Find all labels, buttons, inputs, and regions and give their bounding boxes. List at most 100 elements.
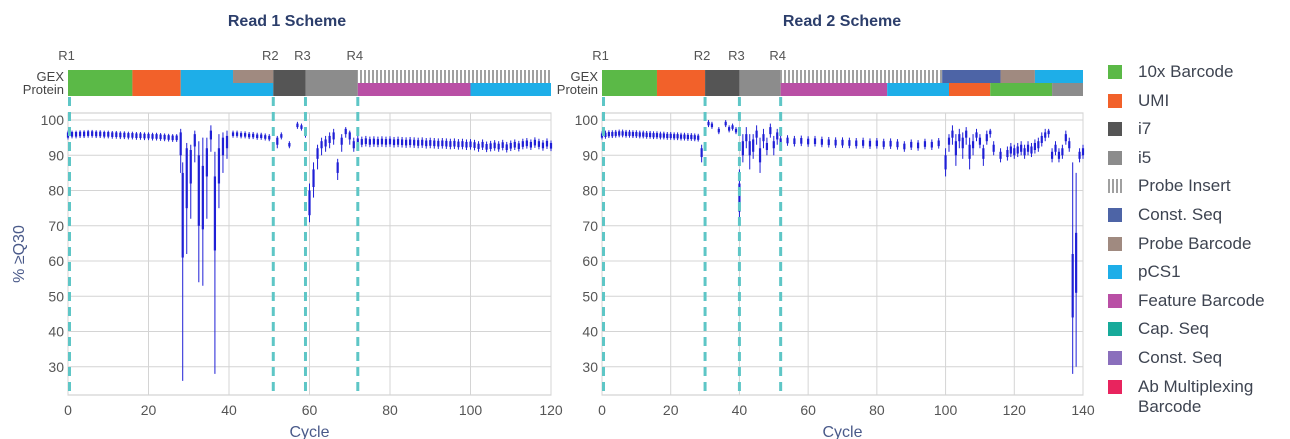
box-body: [239, 133, 243, 137]
box-mark: [441, 138, 444, 149]
track-segment: [132, 83, 181, 96]
box-body: [461, 141, 464, 147]
box-body: [441, 140, 444, 147]
box-body: [862, 140, 865, 146]
box-body: [1009, 146, 1012, 154]
box-mark: [1047, 128, 1050, 138]
box-mark: [380, 136, 384, 147]
box-body: [328, 135, 331, 143]
box-body: [209, 130, 212, 140]
box-mark: [710, 121, 714, 129]
box-mark: [74, 130, 78, 139]
box-body: [1013, 148, 1016, 156]
box-mark: [364, 135, 367, 147]
box-body: [163, 134, 166, 140]
box-body: [868, 140, 872, 147]
box-body: [669, 133, 672, 139]
y-tick-label: 70: [48, 218, 64, 234]
box-mark: [197, 141, 200, 283]
box-mark: [1006, 146, 1009, 161]
box-mark: [741, 134, 744, 163]
box-body: [659, 133, 662, 138]
box-body: [143, 133, 146, 139]
box-body: [485, 144, 488, 150]
box-body: [951, 130, 954, 138]
y-tick-label: 40: [582, 324, 598, 340]
box-body: [189, 150, 192, 184]
box-mark: [679, 132, 683, 141]
box-mark: [1020, 141, 1023, 156]
box-body: [529, 141, 532, 148]
box-body: [400, 139, 404, 146]
legend-item: Const. Seq: [1108, 205, 1290, 234]
box-mark: [103, 130, 106, 139]
legend-label: i7: [1138, 119, 1152, 139]
box-body: [947, 137, 951, 145]
panel-2: Read 2 Scheme 30 40 50 60 70 80 90 100 0 20 40 60 80 1…: [557, 13, 1095, 439]
box-body: [445, 140, 448, 147]
box-charts: Read 1 Scheme 30 40 50 60 70 80 90 100 0 20 40 60 80 1…: [11, 13, 1095, 439]
box-mark: [776, 128, 779, 145]
box-body: [340, 137, 343, 145]
box-body: [171, 135, 174, 141]
box-body: [453, 140, 456, 147]
box-mark: [968, 137, 971, 170]
box-mark: [461, 138, 464, 150]
box-mark: [999, 148, 1002, 163]
x-tick-label: 100: [934, 402, 958, 418]
box-mark: [813, 135, 817, 147]
box-mark: [517, 140, 520, 152]
box-mark: [1075, 172, 1078, 367]
track-segment: [357, 70, 551, 83]
box-mark: [457, 139, 460, 150]
box-mark: [400, 136, 404, 148]
box-body: [380, 138, 384, 145]
box-mark: [185, 142, 188, 254]
box-body: [368, 139, 371, 145]
box-body: [707, 121, 710, 126]
read-marker-label: R1: [592, 48, 609, 63]
box-mark: [296, 121, 299, 129]
box-body: [1023, 148, 1026, 156]
box-body: [1078, 151, 1081, 159]
box-mark: [1071, 162, 1074, 374]
box-mark: [209, 125, 212, 152]
box-body: [300, 125, 303, 129]
box-mark: [700, 144, 703, 163]
box-mark: [683, 132, 686, 141]
box-mark: [765, 137, 769, 156]
box-body: [123, 132, 126, 138]
box-body: [1064, 134, 1067, 142]
box-body: [762, 134, 765, 142]
box-body: [679, 134, 683, 139]
track-label: Protein: [23, 82, 64, 97]
box-mark: [529, 139, 532, 151]
box-mark: [982, 144, 985, 166]
box-mark: [1040, 132, 1043, 147]
box-body: [1047, 130, 1050, 135]
box-body: [734, 128, 738, 133]
box-mark: [624, 129, 628, 138]
legend-item: Const. Seq: [1108, 348, 1290, 377]
box-mark: [975, 128, 978, 142]
box-mark: [513, 139, 516, 151]
box-mark: [151, 132, 154, 141]
box-mark: [115, 130, 118, 139]
box-mark: [954, 134, 957, 166]
box-body: [848, 140, 851, 146]
box-mark: [652, 131, 655, 140]
box-mark: [376, 136, 380, 148]
box-mark: [731, 123, 734, 131]
box-body: [320, 141, 323, 149]
box-body: [193, 134, 196, 147]
box-body: [1050, 151, 1054, 159]
box-mark: [961, 132, 964, 159]
box-mark: [666, 132, 669, 140]
track-segment: [656, 83, 706, 96]
track-segment: [305, 70, 358, 83]
box-mark: [769, 123, 772, 138]
box-mark: [1023, 144, 1026, 159]
box-body: [396, 139, 400, 145]
box-mark: [1078, 148, 1081, 163]
track-label: GEX: [37, 69, 65, 84]
